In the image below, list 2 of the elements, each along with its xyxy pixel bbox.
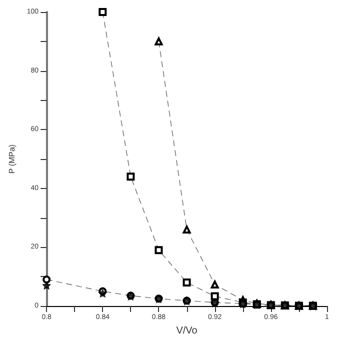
x-axis-title: V/Vo xyxy=(176,326,198,336)
y-axis-title: P (MPa) xyxy=(8,144,16,174)
